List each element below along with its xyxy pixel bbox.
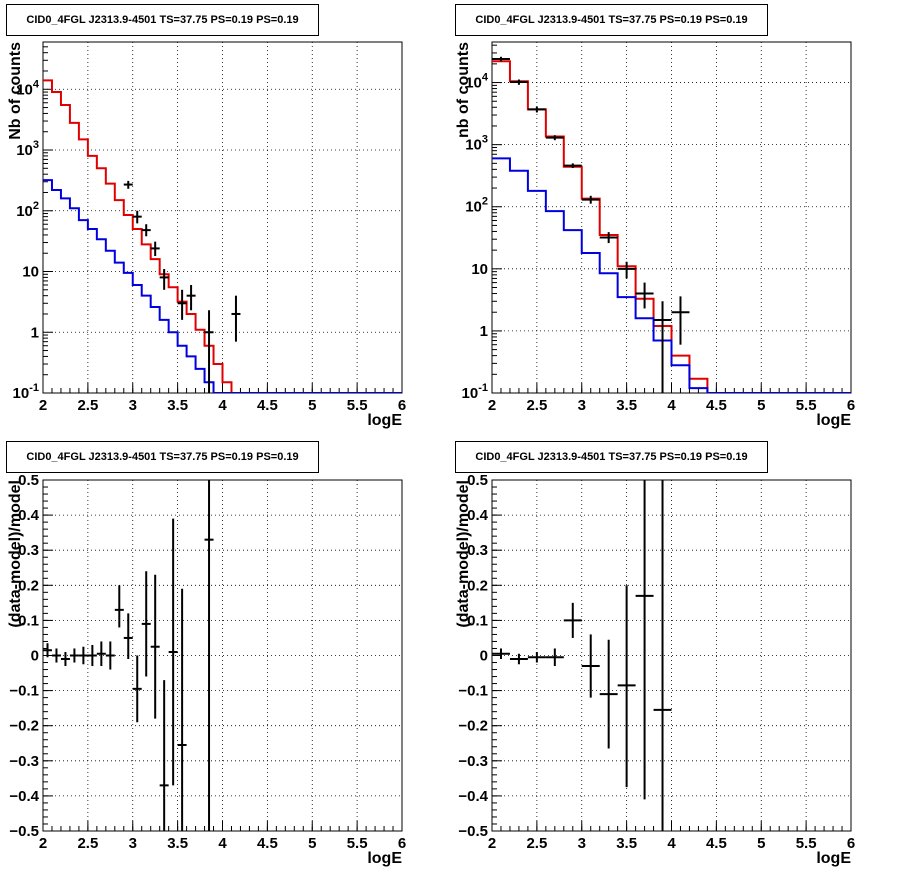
plot-panel-1: 2 2.5 3 3.5 4 4.5 5 5.5 6 10-1 1 10 102 103 104 logE Nb … [7, 41, 406, 429]
y-tick-label: 0.2 [18, 577, 39, 594]
y-tick-label: 0.3 [18, 542, 39, 559]
y-tick-label: −0.1 [9, 683, 39, 700]
y-tick-label: −0.3 [458, 753, 488, 770]
x-axis-label: logE [367, 412, 402, 429]
x-tick-label: 3 [578, 835, 586, 852]
y-tick-label: 104 [465, 72, 489, 92]
x-tick-label: 3.5 [167, 397, 188, 414]
x-axis-label: logE [816, 412, 851, 429]
x-axis-label: logE [367, 850, 402, 867]
x-tick-label: 4 [667, 835, 676, 852]
x-tick-label: 3 [129, 397, 137, 414]
y-tick-label: 104 [16, 78, 40, 98]
y-tick-label: −0.2 [9, 718, 39, 735]
x-tick-label: 3 [129, 835, 137, 852]
y-tick-label: 10 [22, 264, 39, 281]
y-tick-label: 103 [465, 134, 488, 154]
x-axis-label: logE [816, 850, 851, 867]
x-tick-label: 5.5 [347, 835, 368, 852]
y-tick-label: 0.5 [18, 472, 39, 489]
y-tick-label: 10 [471, 261, 488, 278]
y-tick-label: 0.2 [467, 577, 488, 594]
plot-panel-2: 2 2.5 3 3.5 4 4.5 5 5.5 6 10-1 1 10 102 103 104 logE nb … [455, 41, 855, 429]
plot-title-3: CID0_4FGL J2313.9-4501 TS=37.75 PS=0.19 … [6, 441, 319, 473]
plot-title-2: CID0_4FGL J2313.9-4501 TS=37.75 PS=0.19 … [455, 4, 768, 36]
series-layer [492, 480, 672, 831]
y-tick-label: 102 [16, 200, 39, 220]
y-tick-label: 0.4 [18, 507, 40, 524]
y-tick-label: 103 [16, 139, 39, 159]
x-tick-label: 2.5 [526, 835, 547, 852]
x-tick-label: 4.5 [706, 397, 727, 414]
x-tick-label: 5 [308, 835, 316, 852]
x-tick-label: 4.5 [257, 397, 278, 414]
y-tick-label: −0.4 [458, 788, 488, 805]
y-axis-label: (data-model)/model [7, 480, 24, 628]
plot-panel-4: 2 2.5 3 3.5 4 4.5 5 5.5 6 −0.5 −0.4 −0.3 −0.2 −0.1 0 0.… [455, 472, 855, 867]
x-tick-label: 5.5 [796, 397, 817, 414]
x-tick-label: 4 [218, 397, 227, 414]
x-tick-label: 3.5 [616, 397, 637, 414]
x-tick-label: 3 [578, 397, 586, 414]
y-tick-label: −0.5 [458, 823, 488, 840]
y-tick-label: −0.2 [458, 718, 488, 735]
x-tick-label: 3.5 [167, 835, 188, 852]
x-tick-label: 6 [398, 835, 406, 852]
plot-panel-3: 2 2.5 3 3.5 4 4.5 5 5.5 6 −0.5 −0.4 −0.3 −0.2 −0.1 0 0.… [7, 472, 406, 867]
x-tick-label: 4 [218, 835, 227, 852]
series-layer [43, 79, 402, 393]
y-tick-label: 0 [31, 648, 39, 665]
x-tick-label: 3.5 [616, 835, 637, 852]
y-axis-label: nb of counts [455, 42, 472, 138]
series-layer [43, 480, 214, 831]
x-tick-label: 5 [757, 397, 765, 414]
x-tick-label: 2 [39, 397, 47, 414]
plot-title-4: CID0_4FGL J2313.9-4501 TS=37.75 PS=0.19 … [455, 441, 768, 473]
y-tick-label: 10-1 [13, 382, 39, 402]
x-tick-label: 2 [488, 835, 496, 852]
y-tick-label: 0.4 [467, 507, 489, 524]
x-tick-label: 2.5 [77, 835, 98, 852]
x-tick-label: 5.5 [796, 835, 817, 852]
x-tick-label: 4 [667, 397, 676, 414]
y-axis-label: Nb of counts [7, 42, 24, 140]
x-tick-label: 6 [847, 835, 855, 852]
series-layer [492, 56, 851, 393]
y-tick-label: −0.5 [9, 823, 39, 840]
histogram-series-2 [492, 157, 851, 393]
x-tick-label: 4.5 [257, 835, 278, 852]
y-tick-label: 10-1 [462, 382, 488, 402]
x-tick-label: 2 [39, 835, 47, 852]
histogram-series-2 [43, 179, 402, 393]
y-axis-label: (data-model)/model [455, 480, 472, 628]
y-tick-label: −0.1 [458, 683, 488, 700]
x-tick-label: 6 [847, 397, 855, 414]
y-tick-label: −0.4 [9, 788, 39, 805]
x-tick-label: 2 [488, 397, 496, 414]
x-tick-label: 5 [757, 835, 765, 852]
y-tick-label: 1 [480, 323, 488, 340]
x-tick-label: 5 [308, 397, 316, 414]
x-tick-label: 2.5 [526, 397, 547, 414]
y-tick-label: 0.1 [467, 612, 488, 629]
x-tick-label: 5.5 [347, 397, 368, 414]
x-tick-label: 6 [398, 397, 406, 414]
y-tick-label: −0.3 [9, 753, 39, 770]
x-tick-label: 2.5 [77, 397, 98, 414]
y-tick-label: 1 [31, 324, 39, 341]
y-tick-label: 0.1 [18, 612, 39, 629]
y-tick-label: 0 [480, 648, 488, 665]
y-tick-label: 0.3 [467, 542, 488, 559]
y-tick-label: 0.5 [467, 472, 488, 489]
y-tick-label: 102 [465, 196, 488, 216]
x-tick-label: 4.5 [706, 835, 727, 852]
plot-title-1: CID0_4FGL J2313.9-4501 TS=37.75 PS=0.19 … [6, 4, 319, 36]
